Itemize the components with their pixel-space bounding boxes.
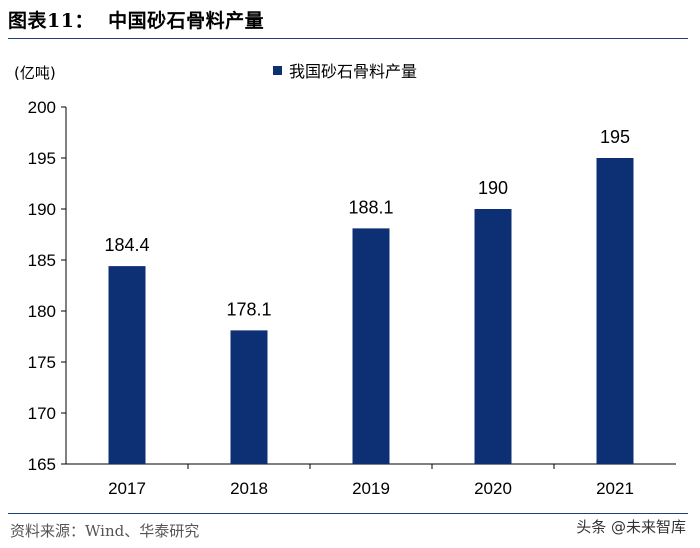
watermark: 头条 @未来智库 xyxy=(576,516,686,537)
x-tick-label: 2019 xyxy=(352,479,390,498)
data-label: 190 xyxy=(478,178,508,198)
figure-title: 图表11： 中国砂石骨料产量 xyxy=(8,10,265,32)
bar xyxy=(230,330,268,464)
y-tick-label: 180 xyxy=(28,302,56,321)
bar xyxy=(474,209,512,464)
data-label: 184.4 xyxy=(104,235,149,255)
y-tick-label: 170 xyxy=(28,404,56,423)
source-divider xyxy=(8,513,688,514)
data-label: 195 xyxy=(600,127,630,147)
legend-label: 我国砂石骨料产量 xyxy=(289,62,417,81)
y-tick-label: 195 xyxy=(28,149,56,168)
y-tick-label: 175 xyxy=(28,353,56,372)
y-tick-label: 185 xyxy=(28,251,56,270)
watermark-text: 头条 @未来智库 xyxy=(576,518,686,536)
bar xyxy=(596,158,634,464)
legend-swatch xyxy=(273,66,282,75)
x-tick-label: 2021 xyxy=(596,479,634,498)
x-tick-label: 2018 xyxy=(230,479,268,498)
bar xyxy=(352,228,390,464)
x-tick-label: 2017 xyxy=(108,479,146,498)
x-tick-label: 2020 xyxy=(474,479,512,498)
y-tick-label: 190 xyxy=(28,200,56,219)
source-note: 资料来源：Wind、华泰研究 xyxy=(10,522,200,540)
bar xyxy=(108,266,146,464)
y-tick-label: 165 xyxy=(28,455,56,474)
title-divider xyxy=(8,38,688,39)
y-axis-unit-label: (亿吨) xyxy=(14,64,56,82)
y-tick-label: 200 xyxy=(28,98,56,117)
data-label: 178.1 xyxy=(226,299,271,319)
data-label: 188.1 xyxy=(348,197,393,217)
